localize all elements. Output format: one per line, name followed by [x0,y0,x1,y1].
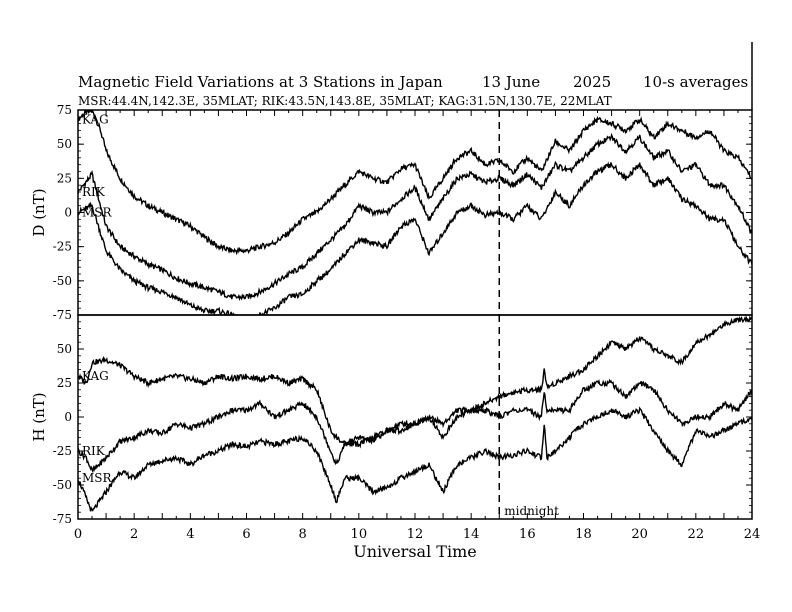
y-tick-label: 0 [64,410,72,424]
chart-averaging: 10-s averages [643,73,749,91]
x-tick-label: 18 [575,527,592,542]
x-tick-label: 0 [74,527,82,542]
y-tick-label: 50 [57,342,72,356]
d-panel-frame [77,109,753,316]
x-tick-label: 16 [519,527,536,542]
d-panel: 75 50 25 0 -25 -50 -75 D (nT) KAG RIK MSR [30,103,752,322]
station-label-rik: RIK [82,185,106,199]
series-kag-h [78,315,752,448]
x-tick-label: 6 [242,527,250,542]
y-tick-label: 25 [57,376,72,390]
y-tick-label: -50 [53,274,72,288]
y-axis-label: H (nT) [30,392,48,441]
chart-date: 13 June [482,73,541,91]
x-tick-label: 14 [463,527,480,542]
midnight-label: midnight [504,504,559,518]
y-tick-label: -25 [53,240,72,254]
x-tick-label: 4 [186,527,194,542]
x-tick-label: 24 [744,527,761,542]
chart-year: 2025 [573,73,612,91]
y-tick-label: -75 [53,512,72,526]
x-tick-label: 12 [407,527,424,542]
station-label-msr: MSR [82,471,113,485]
y-tick-label: -25 [53,444,72,458]
station-label-kag: KAG [82,369,109,383]
x-axis-label: Universal Time [353,542,476,561]
series-rik-h [78,378,752,474]
station-label-kag: KAG [82,113,109,127]
y-tick-label: 0 [64,206,72,220]
series-rik-d [78,132,752,302]
station-label-msr: MSR [82,206,113,220]
stations-subtitle: MSR:44.4N,142.3E, 35MLAT; RIK:43.5N,143.… [78,94,612,108]
x-tick-label: 10 [351,527,368,542]
y-tick-label: 50 [57,137,72,151]
x-tick-label: 2 [130,527,138,542]
series-msr-h [78,406,752,512]
y-tick-label: 25 [57,171,72,185]
x-tick-label: 20 [631,527,648,542]
x-tick-label: 8 [299,527,307,542]
y-tick-label: -50 [53,478,72,492]
series-msr-d [78,161,752,315]
chart-title: Magnetic Field Variations at 3 Stations … [78,73,443,91]
y-axis-label: D (nT) [30,188,48,236]
h-panel: 50 25 0 -25 -50 -75 H (nT) KAG RIK MSR midnight [30,314,752,526]
series-kag-d [78,110,752,256]
station-label-rik: RIK [82,444,106,458]
y-tick-label: 75 [57,103,72,117]
x-tick-label: 22 [688,527,705,542]
y-tick-label: -75 [53,308,72,322]
